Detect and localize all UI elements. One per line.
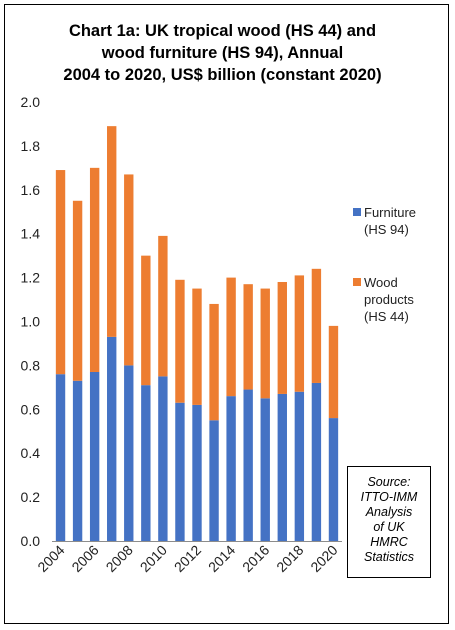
bar-furniture-2009 xyxy=(141,385,151,541)
legend-label-furniture: (HS 94) xyxy=(364,222,409,237)
chart-title-line-3: 2004 to 2020, US$ billion (constant 2020… xyxy=(63,66,382,84)
legend-label-wood-products: products xyxy=(364,292,414,307)
x-axis: 2004 2006 2008 2010 2012 2014 2016 2018 2020 xyxy=(34,541,342,575)
bar-furniture-2004 xyxy=(55,374,66,541)
chart-title-line-1: Chart 1a: UK tropical wood (HS 44) and xyxy=(68,22,377,40)
y-tick-label: 2.0 xyxy=(21,94,41,110)
bar-wood-products-2017 xyxy=(277,281,287,394)
bar-furniture-2017 xyxy=(277,393,287,541)
y-tick-label: 0.4 xyxy=(21,445,41,461)
legend-swatch-wood-products xyxy=(353,278,361,286)
bar-wood-products-2011 xyxy=(175,279,185,403)
bar-furniture-2016 xyxy=(260,398,270,541)
x-tick-label: 2020 xyxy=(307,542,340,575)
legend-label-wood-products: (HS 44) xyxy=(364,309,409,324)
y-tick-label: 0.2 xyxy=(21,489,41,505)
x-tick-label: 2010 xyxy=(137,542,170,575)
bar-furniture-2006 xyxy=(89,371,100,541)
y-tick-label: 1.4 xyxy=(21,226,41,242)
x-tick-label: 2016 xyxy=(239,542,272,575)
bar-wood-products-2009 xyxy=(141,255,151,386)
bar-wood-products-2020 xyxy=(328,325,339,419)
bar-furniture-2008 xyxy=(124,365,134,541)
bar-wood-products-2007 xyxy=(107,126,117,337)
bar-wood-products-2004 xyxy=(55,170,66,375)
bar-furniture-2020 xyxy=(328,418,339,541)
legend: Furniture (HS 94) Wood products (HS 44) xyxy=(353,205,416,324)
bar-wood-products-2015 xyxy=(243,284,253,390)
source-line-4: of UK xyxy=(373,520,405,534)
bar-wood-products-2005 xyxy=(72,200,83,381)
source-line-6: Statistics xyxy=(363,550,414,564)
bar-wood-products-2014 xyxy=(226,277,236,397)
legend-label-furniture: Furniture xyxy=(364,205,416,220)
bar-furniture-2011 xyxy=(175,402,185,541)
y-tick-label: 0.8 xyxy=(21,357,41,373)
bar-wood-products-2012 xyxy=(192,288,202,405)
bar-wood-products-2016 xyxy=(260,288,270,399)
bar-wood-products-2008 xyxy=(124,174,134,366)
bars xyxy=(55,126,339,541)
x-tick-label: 2006 xyxy=(68,542,101,575)
source-box: Source: ITTO-IMM Analysis of UK HMRC Sta… xyxy=(347,466,431,578)
x-tick-label: 2014 xyxy=(205,542,238,575)
y-axis: 0.0 0.2 0.4 0.6 0.8 1.0 1.2 1.4 1.6 1.8 2.0 xyxy=(21,94,41,549)
y-tick-label: 0.6 xyxy=(21,401,41,417)
x-tick-label: 2012 xyxy=(171,542,204,575)
bar-furniture-2015 xyxy=(243,389,253,541)
x-tick-label: 2008 xyxy=(103,542,136,575)
y-tick-label: 1.0 xyxy=(21,314,41,330)
bar-furniture-2014 xyxy=(226,396,236,541)
bar-furniture-2018 xyxy=(294,391,305,541)
y-tick-label: 0.0 xyxy=(21,533,41,549)
bar-furniture-2007 xyxy=(107,336,117,541)
bar-furniture-2010 xyxy=(158,376,168,541)
source-line-3: Analysis xyxy=(365,505,413,519)
y-tick-label: 1.8 xyxy=(21,138,41,154)
legend-label-wood-products: Wood xyxy=(364,275,398,290)
bar-wood-products-2013 xyxy=(209,303,219,421)
source-line-1: Source: xyxy=(367,475,411,489)
bar-furniture-2005 xyxy=(72,380,83,541)
y-tick-label: 1.2 xyxy=(21,270,41,286)
chart-title-line-2: wood furniture (HS 94), Annual xyxy=(101,44,344,62)
legend-swatch-furniture xyxy=(353,208,361,216)
bar-wood-products-2019 xyxy=(311,268,322,383)
source-line-2: ITTO-IMM xyxy=(360,490,418,504)
chart-title: Chart 1a: UK tropical wood (HS 44) and w… xyxy=(0,20,445,86)
source-line-5: HMRC xyxy=(370,535,408,549)
bar-wood-products-2006 xyxy=(89,167,100,372)
bar-furniture-2012 xyxy=(192,404,202,541)
bar-furniture-2013 xyxy=(209,420,219,541)
y-tick-label: 1.6 xyxy=(21,182,41,198)
x-tick-label: 2018 xyxy=(273,542,306,575)
bar-wood-products-2018 xyxy=(294,275,305,392)
bar-wood-products-2010 xyxy=(158,235,168,377)
bar-furniture-2019 xyxy=(311,382,322,541)
